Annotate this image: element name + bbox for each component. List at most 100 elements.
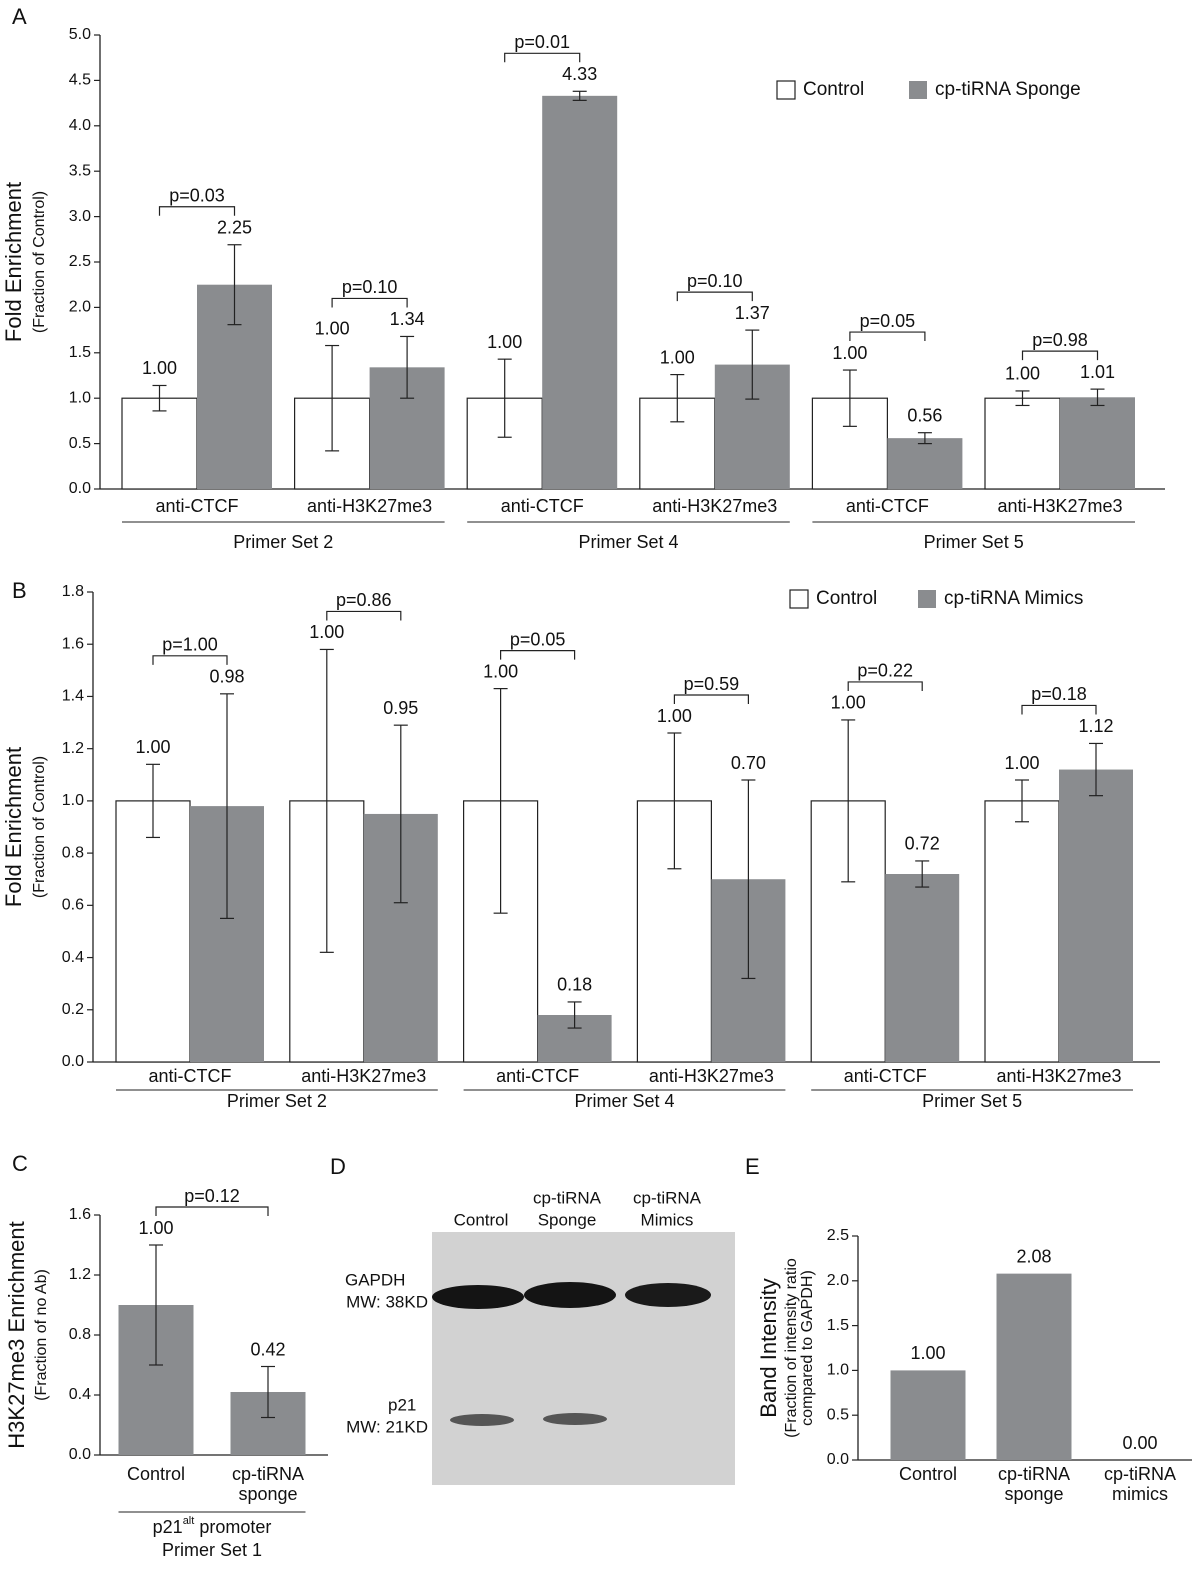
y-axis-title: Fold Enrichment [1, 747, 26, 907]
p-value: p=0.10 [342, 277, 398, 297]
significance-bracket [158, 206, 236, 216]
p-value: p=0.05 [510, 629, 566, 649]
y-tick-label: 1.0 [69, 389, 91, 406]
bar [1060, 397, 1135, 489]
error-bar [149, 1244, 163, 1366]
y-tick-label: 1.6 [62, 635, 84, 652]
p-value: p=0.86 [336, 590, 392, 610]
data-label: 0.95 [383, 698, 418, 718]
y-tick-label: 3.5 [69, 162, 91, 179]
data-label: 1.00 [832, 343, 867, 363]
y-tick-label: 2.5 [827, 1227, 849, 1244]
y-axis-subtitle: (Fraction of intensity ratio [783, 1258, 800, 1438]
y-tick-label: 0.0 [62, 1053, 84, 1070]
x-tick-label: sponge [238, 1484, 297, 1504]
y-tick-label: 1.0 [62, 792, 84, 809]
bar [984, 800, 1060, 1063]
legend-swatch [789, 589, 809, 609]
error-bar [393, 724, 408, 904]
x-tick-label: sponge [1004, 1484, 1063, 1504]
error-bar [497, 358, 512, 438]
x-axis-title-part: promoter [199, 1517, 271, 1537]
error-bar [741, 779, 756, 980]
band-label: p21 [388, 1395, 416, 1414]
legend-swatch [918, 590, 936, 608]
data-label: 1.00 [831, 693, 866, 713]
error-bar [567, 1001, 582, 1029]
data-label: 0.70 [731, 753, 766, 773]
lane-label: cp-tiRNA [533, 1188, 602, 1207]
lane-label: Sponge [538, 1210, 597, 1229]
y-tick-label: 1.2 [62, 740, 84, 757]
error-bar [915, 860, 930, 888]
error-bar [261, 1365, 275, 1419]
y-axis-subtitle: compared to GAPDH) [799, 1270, 816, 1426]
significance-bracket [326, 610, 402, 621]
panel-label: D [330, 1154, 346, 1179]
data-label: 1.00 [1005, 364, 1040, 384]
p-value: p=1.00 [162, 635, 218, 655]
y-tick-label: 1.5 [69, 344, 91, 361]
x-tick-label: anti-H3K27me3 [307, 496, 432, 516]
x-tick-label: anti-CTCF [155, 496, 238, 516]
y-tick-label: 0.2 [62, 1001, 84, 1018]
y-tick-label: 1.2 [69, 1266, 91, 1283]
p-value: p=0.10 [687, 271, 743, 291]
p-value: p=0.98 [1032, 330, 1088, 350]
y-tick-label: 0.8 [69, 1326, 91, 1343]
data-label: 1.00 [315, 318, 350, 338]
error-bar [572, 90, 587, 101]
data-label: 0.56 [907, 405, 942, 425]
x-tick-label: anti-H3K27me3 [649, 1066, 774, 1086]
bar [890, 1370, 966, 1460]
bar [115, 800, 191, 1063]
x-axis-title-sup: alt [183, 1515, 195, 1527]
y-tick-label: 1.6 [69, 1206, 91, 1223]
lane-label: Mimics [641, 1210, 694, 1229]
x-tick-label: anti-CTCF [844, 1066, 927, 1086]
significance-bracket [676, 291, 753, 302]
x-tick-label: cp-tiRNA [232, 1464, 304, 1484]
data-label: 0.72 [905, 834, 940, 854]
significance-bracket [849, 331, 926, 342]
y-tick-label: 0.8 [62, 844, 84, 861]
p-value: p=0.22 [857, 661, 913, 681]
band-label: MW: 21KD [346, 1417, 428, 1436]
legend-swatch [909, 81, 927, 99]
significance-bracket [847, 681, 923, 691]
panel-label: B [12, 578, 27, 603]
data-label: 1.00 [142, 358, 177, 378]
p-value: p=0.05 [860, 311, 916, 331]
x-tick-label: anti-H3K27me3 [996, 1066, 1121, 1086]
error-bar [493, 688, 508, 914]
y-axis-subtitle: (Fraction of Control) [31, 756, 48, 898]
p21-band [543, 1413, 607, 1425]
legend-label: cp-tiRNA Mimics [944, 588, 1083, 609]
significance-bracket [500, 650, 576, 660]
group-label: Primer Set 2 [233, 532, 333, 552]
y-tick-label: 2.0 [69, 299, 91, 316]
data-label: 0.42 [250, 1339, 285, 1359]
y-tick-label: 0.6 [62, 897, 84, 914]
legend-label: Control [816, 588, 877, 609]
x-tick-label: Control [127, 1464, 185, 1484]
panel-label: C [12, 1151, 28, 1176]
x-tick-label: anti-CTCF [501, 496, 584, 516]
bar [121, 397, 198, 490]
x-axis-title: p21alt promoter [153, 1515, 272, 1537]
data-label: 1.37 [735, 303, 770, 323]
data-label: 1.00 [657, 706, 692, 726]
y-tick-label: 0.0 [827, 1451, 849, 1468]
panel-label: A [12, 4, 27, 29]
y-tick-label: 1.4 [62, 688, 84, 705]
bar [887, 438, 963, 489]
lane-label: cp-tiRNA [633, 1188, 702, 1207]
group-label: Primer Set 5 [924, 532, 1024, 552]
panel-label: E [745, 1154, 760, 1179]
y-tick-label: 4.0 [69, 117, 91, 134]
error-bar [670, 373, 685, 423]
p-value: p=0.03 [169, 185, 225, 205]
error-bar [400, 335, 415, 399]
data-label: 2.08 [1016, 1246, 1051, 1266]
